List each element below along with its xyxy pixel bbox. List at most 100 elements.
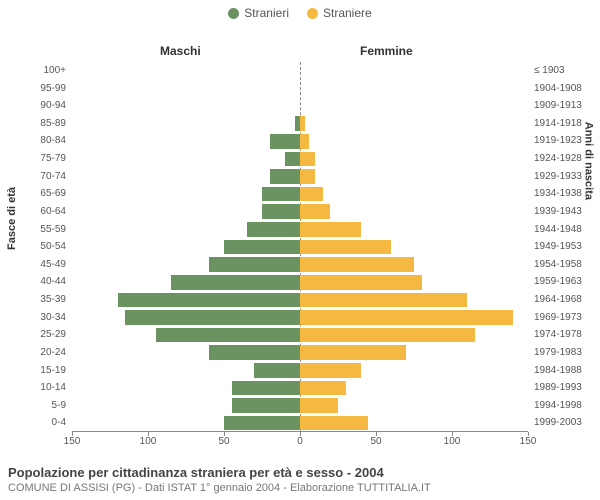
bar-male — [262, 187, 300, 202]
bar-male — [224, 240, 300, 255]
bar-female — [300, 293, 467, 308]
birth-year-label: 1964-1968 — [528, 291, 582, 308]
age-label: 65-69 — [40, 185, 72, 202]
bar-male — [262, 204, 300, 219]
y-axis-right-title: Anni di nascita — [582, 122, 594, 200]
pyramid-row: 85-891914-1918 — [72, 115, 528, 133]
legend-label-male: Stranieri — [244, 6, 289, 20]
legend: Stranieri Straniere — [0, 0, 600, 20]
x-tick-label: 50 — [218, 436, 229, 447]
pyramid-row: 35-391964-1968 — [72, 291, 528, 309]
bar-male — [118, 293, 300, 308]
age-label: 80-84 — [40, 132, 72, 149]
bar-female — [300, 187, 323, 202]
birth-year-label: 1989-1993 — [528, 379, 582, 396]
birth-year-label: 1954-1958 — [528, 256, 582, 273]
legend-label-female: Straniere — [323, 6, 372, 20]
age-label: 100+ — [43, 62, 72, 79]
age-label: 55-59 — [40, 221, 72, 238]
x-axis: 15010050050100150 — [72, 432, 528, 450]
pyramid-row: 75-791924-1928 — [72, 150, 528, 168]
birth-year-label: 1979-1983 — [528, 344, 582, 361]
pyramid-row: 10-141989-1993 — [72, 379, 528, 397]
birth-year-label: 1909-1913 — [528, 97, 582, 114]
x-tick-label: 50 — [370, 436, 381, 447]
bar-male — [247, 222, 300, 237]
pyramid-row: 0-41999-2003 — [72, 414, 528, 432]
bar-female — [300, 381, 346, 396]
age-label: 5-9 — [52, 397, 72, 414]
birth-year-label: ≤ 1903 — [528, 62, 565, 79]
pyramid-row: 45-491954-1958 — [72, 256, 528, 274]
birth-year-label: 1994-1998 — [528, 397, 582, 414]
bar-male — [254, 363, 300, 378]
birth-year-label: 1904-1908 — [528, 80, 582, 97]
legend-item-female: Straniere — [307, 6, 372, 20]
bar-male — [270, 134, 300, 149]
swatch-male — [228, 8, 239, 19]
bar-male — [171, 275, 300, 290]
age-label: 40-44 — [40, 273, 72, 290]
birth-year-label: 1944-1948 — [528, 221, 582, 238]
pyramid-row: 20-241979-1983 — [72, 344, 528, 362]
pyramid-row: 100+≤ 1903 — [72, 62, 528, 80]
bar-female — [300, 310, 513, 325]
age-label: 10-14 — [40, 379, 72, 396]
pyramid-row: 25-291974-1978 — [72, 326, 528, 344]
pyramid-row: 90-941909-1913 — [72, 97, 528, 115]
bar-female — [300, 222, 361, 237]
age-label: 20-24 — [40, 344, 72, 361]
pyramid-row: 15-191984-1988 — [72, 362, 528, 380]
pyramid-row: 5-91994-1998 — [72, 397, 528, 415]
x-tick-label: 100 — [140, 436, 157, 447]
birth-year-label: 1924-1928 — [528, 150, 582, 167]
bar-female — [300, 398, 338, 413]
x-tick-label: 100 — [444, 436, 461, 447]
pyramid-row: 30-341969-1973 — [72, 309, 528, 327]
legend-item-male: Stranieri — [228, 6, 289, 20]
x-tick-label: 150 — [64, 436, 81, 447]
bar-female — [300, 345, 406, 360]
pyramid-row: 70-741929-1933 — [72, 168, 528, 186]
x-tick-label: 150 — [520, 436, 537, 447]
pyramid-row: 80-841919-1923 — [72, 132, 528, 150]
bar-male — [270, 169, 300, 184]
age-label: 15-19 — [40, 362, 72, 379]
age-label: 90-94 — [40, 97, 72, 114]
bar-female — [300, 169, 315, 184]
age-label: 25-29 — [40, 326, 72, 343]
pyramid-row: 40-441959-1963 — [72, 273, 528, 291]
caption: Popolazione per cittadinanza straniera p… — [8, 465, 592, 494]
pyramid-row: 65-691934-1938 — [72, 185, 528, 203]
pyramid-row: 50-541949-1953 — [72, 238, 528, 256]
age-label: 85-89 — [40, 115, 72, 132]
age-label: 75-79 — [40, 150, 72, 167]
bar-male — [285, 152, 300, 167]
birth-year-label: 1959-1963 — [528, 273, 582, 290]
bar-female — [300, 204, 330, 219]
bar-male — [209, 257, 300, 272]
bar-female — [300, 275, 422, 290]
y-axis-left-title: Fasce di età — [6, 187, 18, 250]
bar-female — [300, 328, 475, 343]
birth-year-label: 1949-1953 — [528, 238, 582, 255]
bar-male — [232, 398, 300, 413]
birth-year-label: 1934-1938 — [528, 185, 582, 202]
caption-title: Popolazione per cittadinanza straniera p… — [8, 465, 592, 480]
birth-year-label: 1984-1988 — [528, 362, 582, 379]
bar-female — [300, 116, 305, 131]
header-male: Maschi — [160, 44, 201, 58]
chart-area: Maschi Femmine Fasce di età Anni di nasc… — [0, 20, 600, 450]
age-label: 50-54 — [40, 238, 72, 255]
bar-female — [300, 152, 315, 167]
birth-year-label: 1914-1918 — [528, 115, 582, 132]
age-label: 45-49 — [40, 256, 72, 273]
birth-year-label: 1939-1943 — [528, 203, 582, 220]
bar-male — [232, 381, 300, 396]
bar-male — [156, 328, 300, 343]
birth-year-label: 1974-1978 — [528, 326, 582, 343]
age-label: 0-4 — [52, 414, 72, 431]
age-label: 30-34 — [40, 309, 72, 326]
bar-female — [300, 134, 309, 149]
age-label: 60-64 — [40, 203, 72, 220]
